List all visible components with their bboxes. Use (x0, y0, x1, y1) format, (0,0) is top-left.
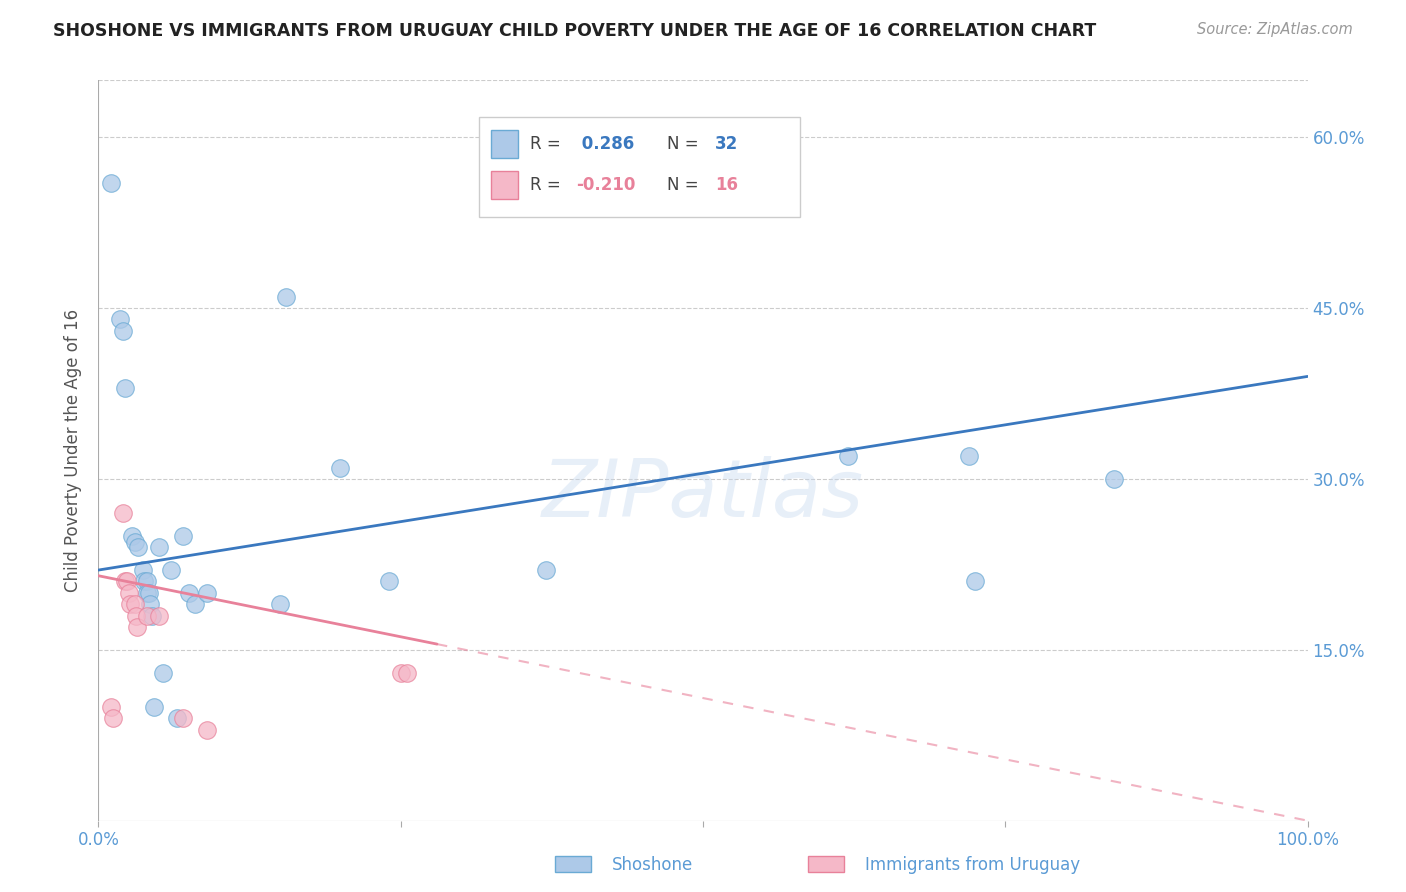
Point (395, 665, 418, 680)
Text: N =: N = (666, 135, 703, 153)
Point (148, 608, 170, 623)
Point (124, 597, 146, 611)
Point (139, 597, 162, 611)
Point (135, 608, 157, 623)
Text: Shoshone: Shoshone (612, 856, 693, 874)
Point (100, 699, 122, 714)
Point (124, 534, 146, 549)
Point (111, 324, 134, 338)
Point (269, 597, 291, 611)
FancyBboxPatch shape (479, 118, 800, 218)
Text: Source: ZipAtlas.com: Source: ZipAtlas.com (1197, 22, 1353, 37)
Bar (492, 170, 517, 199)
Point (195, 586, 218, 600)
Point (117, 574, 139, 589)
Text: 16: 16 (716, 176, 738, 194)
Point (184, 597, 207, 611)
Text: R =: R = (530, 176, 567, 194)
Point (100, 176, 122, 190)
Point (135, 586, 157, 600)
Point (179, 586, 201, 600)
Point (118, 586, 141, 600)
Y-axis label: Child Poverty Under the Age of 16: Child Poverty Under the Age of 16 (65, 309, 83, 592)
Text: Immigrants from Uruguay: Immigrants from Uruguay (865, 856, 1080, 874)
Point (134, 574, 156, 589)
Text: N =: N = (666, 176, 703, 194)
Point (957, 449, 980, 463)
Point (329, 460, 352, 475)
Point (160, 563, 183, 577)
Text: 32: 32 (716, 135, 738, 153)
Point (118, 597, 141, 611)
Point (172, 711, 194, 725)
Point (114, 381, 136, 395)
Point (125, 608, 148, 623)
Point (101, 711, 124, 725)
Point (166, 711, 188, 725)
Point (389, 665, 412, 680)
Point (114, 574, 136, 589)
Point (534, 563, 557, 577)
Text: ZIPatlas: ZIPatlas (541, 456, 865, 534)
Point (152, 665, 174, 680)
Point (108, 312, 131, 326)
Point (143, 699, 166, 714)
Point (127, 541, 149, 555)
Point (121, 529, 143, 543)
Text: SHOSHONE VS IMMIGRANTS FROM URUGUAY CHILD POVERTY UNDER THE AGE OF 16 CORRELATIO: SHOSHONE VS IMMIGRANTS FROM URUGUAY CHIL… (53, 22, 1097, 40)
Point (141, 608, 163, 623)
Point (148, 541, 170, 555)
Point (837, 449, 859, 463)
Text: R =: R = (530, 135, 567, 153)
Bar (492, 130, 517, 158)
Point (111, 506, 134, 520)
Point (132, 563, 155, 577)
Text: -0.210: -0.210 (576, 176, 636, 194)
Point (172, 529, 194, 543)
Point (965, 574, 987, 589)
Point (127, 620, 149, 634)
Point (138, 586, 160, 600)
Point (377, 574, 399, 589)
Point (195, 723, 218, 737)
Point (274, 290, 297, 304)
Point (1102, 472, 1125, 486)
Text: 0.286: 0.286 (576, 135, 634, 153)
Point (135, 574, 157, 589)
